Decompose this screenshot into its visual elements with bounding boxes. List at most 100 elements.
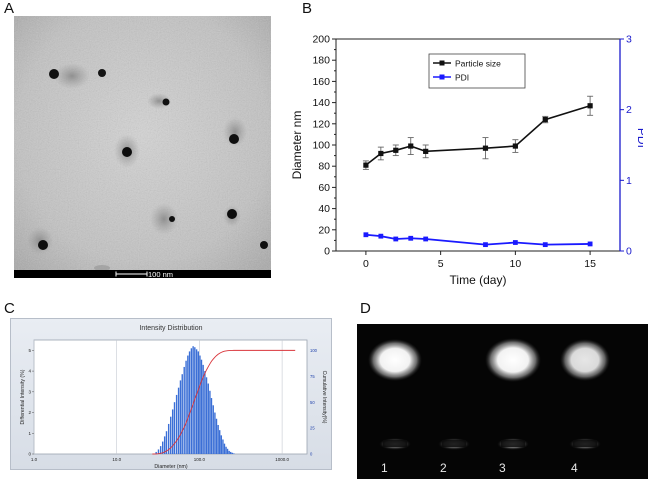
c-y-tick-label: 3	[28, 389, 31, 394]
b-y2-axis-label: PDI	[635, 128, 643, 148]
b-y-tick-label: 160	[312, 76, 330, 88]
tem-particle-halo	[54, 63, 90, 89]
b-y-axis-label: Diameter nm	[290, 111, 304, 180]
gel-band	[560, 339, 610, 381]
c-histogram-bar	[209, 390, 211, 454]
c-histogram-bar	[212, 405, 214, 454]
c-histogram-bar	[192, 346, 194, 454]
tem-particle	[49, 69, 59, 79]
b-x-tick-label: 5	[438, 258, 444, 270]
tem-grain	[14, 16, 271, 278]
b-size-point	[542, 116, 548, 123]
b-x-axis-label: Time (day)	[450, 273, 507, 287]
b-x-tick-label: 0	[363, 258, 369, 270]
c-x-tick-label: 1000.0	[275, 457, 289, 462]
c-x-tick-label: 100.0	[194, 457, 206, 462]
tem-particle	[122, 147, 132, 157]
c-histogram-bar	[199, 355, 201, 454]
panel-label-c: C	[4, 300, 15, 317]
tem-micrograph: 100 nm	[14, 16, 271, 278]
c-cumulative-curve	[152, 349, 296, 455]
b-legend-pdi-marker	[439, 74, 445, 80]
tem-particle	[229, 134, 239, 144]
b-y-tick-label: 140	[312, 97, 330, 109]
gel-lane-label: 2	[440, 461, 447, 475]
b-y-tick-label: 40	[318, 203, 330, 215]
b-y-tick-label: 120	[312, 118, 330, 130]
c-histogram-bar	[228, 450, 230, 454]
c-histogram-bar	[159, 446, 162, 454]
b-pdi-point	[587, 241, 593, 247]
gel-well-slot	[501, 440, 525, 447]
c-histogram-bar	[179, 380, 182, 454]
b-legend-size-label: Particle size	[455, 59, 501, 69]
c-histogram-bar	[183, 366, 185, 454]
c-histogram-bar	[167, 423, 170, 454]
b-y2-tick-label: 3	[626, 34, 632, 46]
b-y-tick-label: 20	[318, 224, 330, 236]
gel-lane: 4	[560, 339, 610, 475]
c-histogram-bar	[200, 359, 203, 454]
b-pdi-point	[378, 233, 384, 239]
panel-label-b: B	[302, 0, 313, 17]
c-x-tick-label: 10.0	[112, 457, 121, 462]
c-y-tick-label: 5	[28, 348, 31, 353]
b-y-tick-label: 0	[324, 246, 330, 258]
b-size-point	[408, 143, 414, 149]
c-histogram-bar	[197, 351, 200, 454]
b-legend-size-marker	[439, 60, 445, 66]
b-legend-box	[428, 53, 526, 89]
c-y2-tick-label: 75	[310, 374, 315, 379]
b-y-tick-label: 80	[318, 161, 330, 173]
c-histogram-bar	[210, 398, 213, 454]
c-histogram-bar	[162, 441, 164, 454]
tem-particle-halo	[150, 203, 178, 235]
panel-label-a: A	[4, 0, 15, 17]
b-size-point	[512, 143, 518, 149]
b-y2-tick-label: 1	[626, 175, 632, 187]
b-pdi-point	[542, 242, 548, 248]
tem-particle	[162, 98, 170, 106]
gel-lane: 3	[485, 338, 541, 475]
tem-particle	[169, 216, 175, 222]
tem-particle-halo	[223, 117, 247, 147]
b-size-point	[587, 103, 593, 109]
gel-lane-label: 3	[499, 461, 506, 475]
intensity-distribution-chart: Intensity Distribution 1.0 10.0 100.0 1000.0…	[10, 318, 332, 470]
c-x-axis-label: Diameter (nm)	[154, 464, 187, 470]
c-histogram-bar	[194, 347, 196, 454]
c-y2-axis-label: Cumulative Intensity(%)	[321, 371, 327, 424]
gel-well-slot	[383, 440, 407, 447]
c-histogram-bar	[170, 416, 172, 454]
b-axes: 0 20 40 60 80 100 120 140 160 180 200 0 1 2 3 0 5 10 15 Tim…	[290, 34, 643, 288]
tem-scale-label: 100 nm	[148, 270, 173, 278]
b-size-line	[365, 105, 591, 166]
c-histogram-bar	[163, 436, 166, 454]
tem-particle	[38, 240, 48, 250]
tem-particle	[227, 209, 237, 219]
b-series	[362, 95, 594, 248]
gel-band	[368, 339, 422, 381]
c-histogram-bar	[181, 374, 183, 454]
gel-well-slot	[573, 440, 597, 447]
panel-label-d: D	[360, 300, 371, 317]
c-histogram-bar	[233, 453, 235, 454]
gel-lane: 1	[368, 339, 422, 475]
b-legend: Particle size PDI	[428, 53, 526, 89]
b-pdi-point	[363, 232, 369, 238]
b-y-tick-label: 200	[312, 34, 330, 46]
c-histogram-bar	[185, 360, 187, 454]
b-x-tick-label: 15	[584, 258, 596, 270]
c-histogram-bar	[207, 383, 209, 454]
b-x-tick-label: 10	[510, 258, 522, 270]
gel-lanes: 1 2 3 4	[368, 338, 610, 475]
gel-lane-label: 4	[571, 461, 578, 475]
c-y2-tick-label: 50	[310, 400, 315, 405]
gel-lane-label: 1	[381, 461, 388, 475]
c-chart-title: Intensity Distribution	[139, 325, 202, 332]
c-histogram-bar	[231, 452, 234, 454]
c-y-tick-label: 2	[28, 410, 31, 415]
c-histogram-bar	[202, 364, 204, 454]
c-histogram-bar	[175, 394, 178, 454]
b-pdi-point	[423, 236, 429, 242]
